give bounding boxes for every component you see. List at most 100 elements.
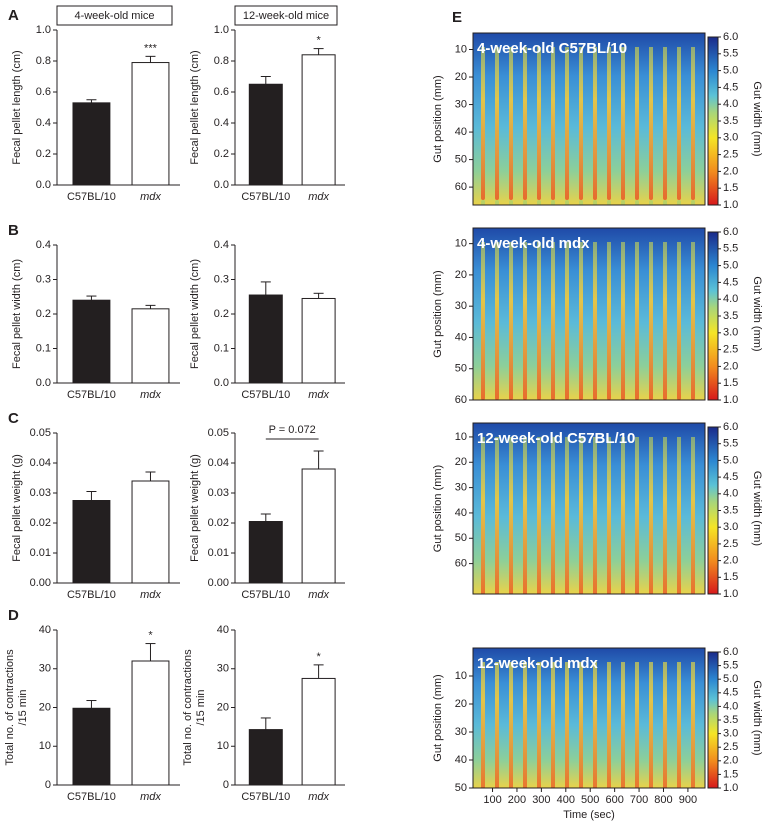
y-tick-label: 0.02 — [208, 517, 229, 529]
panel-label: C — [8, 410, 19, 427]
colorbar-tick-label: 1.0 — [723, 199, 738, 211]
y-tick-label: 10 — [455, 431, 467, 443]
y-axis-label: Total no. of contractions — [182, 649, 194, 766]
bar — [248, 729, 283, 786]
x-tick-label: mdx — [140, 191, 161, 203]
y-tick-label: 1.0 — [36, 24, 51, 36]
colorbar — [707, 651, 719, 789]
x-tick-label: C57BL/10 — [241, 389, 290, 401]
x-axis-label: Time (sec) — [563, 809, 615, 821]
y-axis-label: Fecal pellet length (cm) — [11, 50, 23, 164]
x-tick-label: 100 — [483, 794, 501, 806]
x-tick-label: 400 — [557, 794, 575, 806]
y-tick-label: 0.02 — [30, 517, 51, 529]
colorbar-tick-label: 1.0 — [723, 394, 738, 406]
y-tick-label: 0.3 — [36, 273, 51, 285]
x-tick-label: C57BL/10 — [67, 191, 116, 203]
colorbar-tick-label: 5.5 — [723, 438, 738, 450]
y-tick-label: 0.4 — [214, 239, 229, 251]
colorbar-tick-label: 2.5 — [723, 344, 738, 356]
significance: * — [148, 629, 153, 641]
y-tick-label: 0.03 — [30, 487, 51, 499]
y-tick-label: 30 — [455, 726, 467, 738]
y-tick-label: 60 — [455, 181, 467, 193]
x-tick-label: mdx — [308, 791, 329, 803]
y-tick-label: 0.3 — [214, 273, 229, 285]
group-box — [234, 5, 338, 26]
colorbar-tick-label: 4.5 — [723, 687, 738, 699]
y-tick-label: 40 — [455, 754, 467, 766]
panel-label: D — [8, 607, 19, 624]
bar — [72, 299, 111, 384]
y-tick-label: 0.2 — [214, 148, 229, 160]
y-tick-label: 0.0 — [214, 377, 229, 389]
x-tick-label: 700 — [630, 794, 648, 806]
y-tick-label: 0.04 — [208, 457, 229, 469]
y-tick-label: 0.6 — [214, 86, 229, 98]
colorbar-tick-label: 4.0 — [723, 700, 738, 712]
x-tick-label: mdx — [140, 791, 161, 803]
y-tick-label: 30 — [217, 663, 229, 675]
y-axis-label: Fecal pellet length (cm) — [189, 50, 201, 164]
x-tick-label: mdx — [140, 389, 161, 401]
colorbar-tick-label: 3.0 — [723, 132, 738, 144]
colorbar-tick-label: 3.5 — [723, 310, 738, 322]
colorbar-tick-label: 2.5 — [723, 538, 738, 550]
x-tick-label: C57BL/10 — [241, 589, 290, 601]
y-tick-label: 20 — [455, 456, 467, 468]
y-tick-label: 40 — [455, 126, 467, 138]
colorbar-tick-label: 3.0 — [723, 728, 738, 740]
y-tick-label: 50 — [455, 782, 467, 794]
y-tick-label: 40 — [455, 331, 467, 343]
x-tick-label: 500 — [581, 794, 599, 806]
colorbar-tick-label: 5.0 — [723, 673, 738, 685]
y-tick-label: 0.04 — [30, 457, 51, 469]
bar — [72, 500, 111, 584]
colorbar-tick-label: 6.0 — [723, 31, 738, 43]
y-tick-label: 0.05 — [30, 427, 51, 439]
heatmap-title: 12-week-old C57BL/10 — [477, 430, 635, 447]
colorbar-tick-label: 5.5 — [723, 660, 738, 672]
y-tick-label: 60 — [455, 394, 467, 406]
bar — [248, 521, 283, 584]
colorbar-tick-label: 2.0 — [723, 755, 738, 767]
colorbar-tick-label: 6.0 — [723, 646, 738, 658]
heatmap-frame — [472, 647, 706, 789]
y-tick-label: 0.2 — [36, 308, 51, 320]
y-tick-label: 0.05 — [208, 427, 229, 439]
y-tick-label: 40 — [39, 624, 51, 636]
heatmap-frame — [472, 227, 706, 401]
colorbar-tick-label: 1.5 — [723, 571, 738, 583]
y-tick-label: 0.4 — [36, 117, 51, 129]
colorbar — [707, 426, 719, 595]
group-title: 4-week-old mice — [74, 10, 154, 22]
y-tick-label: 30 — [39, 663, 51, 675]
y-tick-label: 30 — [455, 300, 467, 312]
y-tick-label: 0.1 — [214, 342, 229, 354]
colorbar-tick-label: 5.0 — [723, 65, 738, 77]
y-tick-label: 0.8 — [36, 55, 51, 67]
colorbar — [707, 36, 719, 206]
y-tick-label: 40 — [455, 507, 467, 519]
heatmap-frame — [472, 422, 706, 595]
y-tick-label: 0.2 — [36, 148, 51, 160]
colorbar-tick-label: 2.0 — [723, 360, 738, 372]
y-tick-label: 0.03 — [208, 487, 229, 499]
y-tick-label: 50 — [455, 153, 467, 165]
x-tick-label: 800 — [654, 794, 672, 806]
y-tick-label: 0.4 — [214, 117, 229, 129]
heatmap-title: 4-week-old C57BL/10 — [477, 40, 627, 57]
y-axis-label: Fecal pellet weight (g) — [189, 454, 201, 562]
y-tick-label: 10 — [217, 740, 229, 752]
bar — [248, 294, 283, 384]
y-axis-label: Fecal pellet width (cm) — [189, 259, 201, 369]
y-tick-label: 0.0 — [214, 179, 229, 191]
y-tick-label: 0.01 — [208, 547, 229, 559]
panel-label: E — [452, 9, 462, 26]
y-tick-label: 10 — [455, 43, 467, 55]
y-tick-label: 30 — [455, 98, 467, 110]
bar — [131, 308, 170, 384]
x-tick-label: C57BL/10 — [67, 589, 116, 601]
y-tick-label: 0.01 — [30, 547, 51, 559]
y-tick-label: 0.0 — [36, 377, 51, 389]
